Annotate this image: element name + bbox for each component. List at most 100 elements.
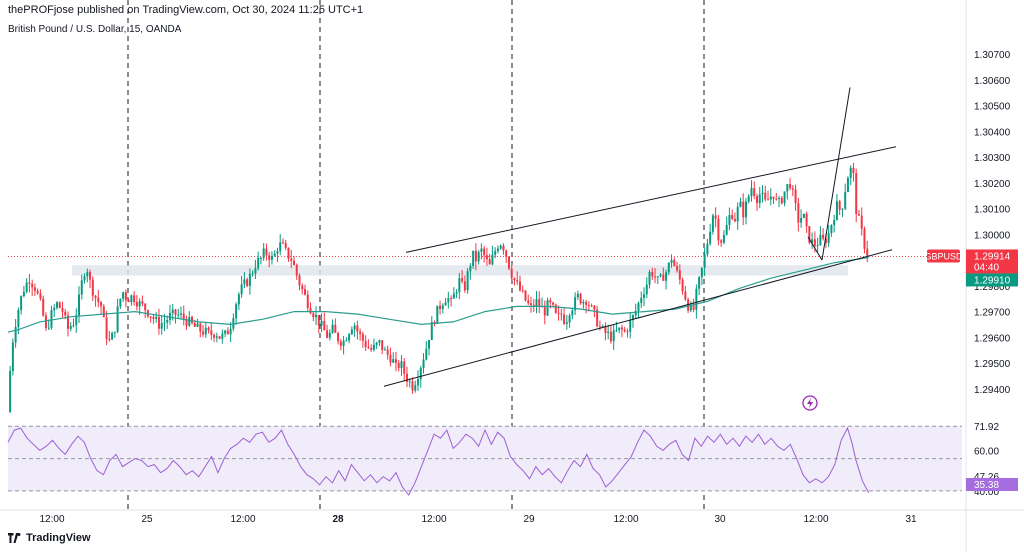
rsi-level-label: 40.00 [974,487,999,498]
candle-body [31,283,34,288]
candle-body [516,280,519,282]
candle-body [574,297,577,311]
candle-body [91,279,94,296]
candle-body [287,247,290,259]
candle-body [587,304,590,306]
candle-body [80,280,83,295]
channel-drawings [383,87,897,387]
candle-body [72,325,75,327]
candle-body [179,313,182,315]
candle-body [213,334,216,338]
candle-body [78,294,81,316]
candle-body [607,331,610,334]
candle-body [725,224,728,235]
tradingview-logo-icon [8,533,21,543]
candle-body [265,248,268,256]
candle-body [656,276,659,278]
candle-body [645,284,648,295]
candle-body [681,279,684,292]
candle-body [436,305,439,324]
candle-body [477,251,480,262]
candle-body [846,177,849,193]
candle-body [166,320,169,323]
candle-body [609,331,612,342]
candle-body [480,248,483,252]
candle-body [769,196,772,200]
candle-body [543,306,546,316]
candle-body [676,265,679,271]
candle-body [53,307,56,311]
candle-body [55,302,58,308]
candle-body [111,332,114,340]
candle-body [375,342,378,345]
candle-body [601,326,604,328]
candle-body [348,334,351,341]
candle-body [127,300,130,303]
candle-body [295,264,298,276]
candle-body [361,333,364,341]
last-price-label: 1.29914 [974,251,1011,262]
candle-body [530,303,533,305]
candle-body [816,245,819,247]
price-tick-label: 1.30000 [974,230,1011,241]
candle-body [304,289,307,295]
candle-body [466,271,469,291]
candle-body [268,255,271,260]
alert-icon[interactable] [802,395,818,411]
price-tick-label: 1.30100 [974,205,1011,216]
candle-body [546,300,549,316]
candle-body [370,348,373,350]
candle-body [698,277,701,289]
candle-body [461,278,464,282]
resistance-zone-rect [72,265,848,276]
candle-body [866,248,869,256]
candle-body [419,367,422,380]
candle-body [706,243,709,255]
candle-body [557,312,560,314]
candle-body [744,201,747,218]
candle-body [157,316,160,329]
candle-body [775,198,778,200]
candle-body [69,326,72,329]
candle-body [276,251,279,254]
day-separators [8,0,962,510]
candle-body [33,287,36,291]
candle-body [499,245,502,249]
candle-body [42,298,45,316]
candle-body [623,329,626,332]
candle-body [794,189,797,204]
candle-body [568,315,571,323]
candle-body [86,272,89,277]
candle-body [202,331,205,335]
tradingview-brand[interactable]: TradingView [8,532,91,544]
candle-body [196,323,199,327]
price-tick-label: 1.29600 [974,333,1011,344]
candle-body [339,341,342,346]
candle-body [306,294,309,308]
candle-body [808,226,811,243]
candle-body [367,347,370,349]
candle-body [615,330,618,332]
candle-body [598,326,601,328]
time-axis[interactable]: 12:00 25 12:00 28 12:00 29 12:00 30 12:00 31 [0,509,1024,525]
candle-body [659,274,662,277]
candle-body [301,285,304,290]
price-tick-label: 1.30200 [974,179,1011,190]
candle-body [791,188,794,190]
candle-body [733,218,736,222]
candle-body [414,385,417,391]
candle-body [786,184,789,192]
candle-body [113,331,116,333]
price-tick-label: 1.30500 [974,102,1011,113]
time-tick-label: 12:00 [39,514,64,525]
candle-body [75,315,78,326]
candle-body [835,201,838,221]
candle-body [689,305,692,311]
candle-body [221,333,224,339]
candle-body [554,304,557,313]
candle-body [108,338,111,340]
candle-body [593,305,596,310]
candle-body [428,340,431,349]
candle-body [47,327,50,329]
